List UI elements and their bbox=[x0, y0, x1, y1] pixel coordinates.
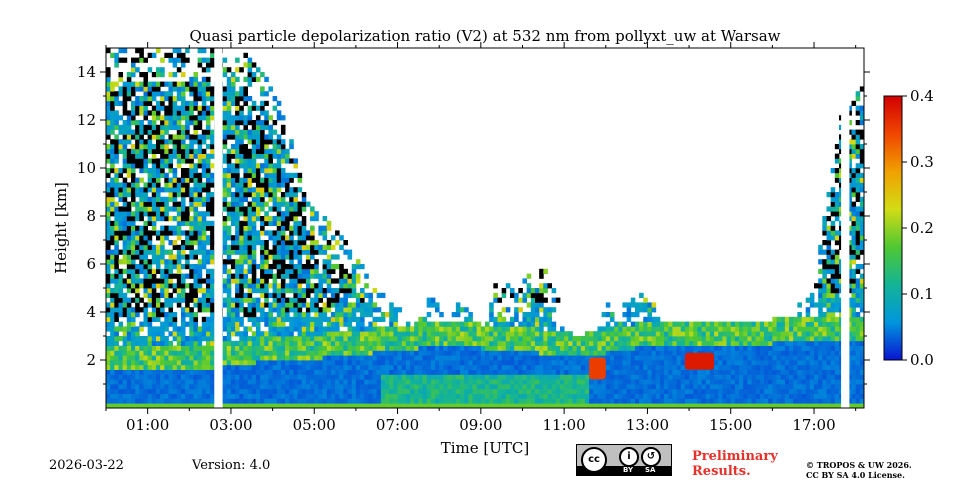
x-tick-label: 01:00 bbox=[126, 416, 169, 434]
sa-share-icon: ↺ bbox=[641, 447, 661, 467]
colorbar bbox=[883, 95, 903, 361]
copyright-line-2: CC BY SA 4.0 License. bbox=[806, 470, 905, 480]
x-tick-label: 13:00 bbox=[626, 416, 669, 434]
high-depol-patch-2 bbox=[684, 352, 715, 370]
y-tick-label: 2 bbox=[86, 351, 96, 369]
x-tick-label: 09:00 bbox=[459, 416, 502, 434]
x-tick-label: 11:00 bbox=[543, 416, 586, 434]
y-tick-label: 12 bbox=[77, 111, 96, 129]
x-axis-label: Time [UTC] bbox=[441, 439, 530, 457]
y-axis: 2 4 6 8 10 12 14 bbox=[77, 63, 870, 385]
chart-title: Quasi particle depolarization ratio (V2)… bbox=[189, 27, 780, 45]
y-axis-label: Height [km] bbox=[52, 182, 70, 274]
preliminary-line-1: Preliminary bbox=[692, 449, 778, 464]
x-tick-label: 17:00 bbox=[792, 416, 835, 434]
x-tick-label: 15:00 bbox=[709, 416, 752, 434]
colorbar-tick-label: 0.2 bbox=[910, 219, 934, 237]
data-gap-2 bbox=[841, 48, 850, 408]
high-depol-patch-1 bbox=[589, 357, 606, 380]
cc-logo-icon: cc bbox=[581, 447, 607, 473]
colorbar-tick-label: 0.0 bbox=[910, 351, 934, 369]
copyright-line-1: © TROPOS & UW 2026. bbox=[806, 460, 912, 470]
y-tick-label: 10 bbox=[77, 159, 96, 177]
colorbar-ticks: 0.0 0.1 0.2 0.3 0.4 bbox=[902, 87, 934, 369]
copyright-note: © TROPOS & UW 2026. CC BY SA 4.0 License… bbox=[806, 460, 912, 480]
x-tick-label: 03:00 bbox=[209, 416, 252, 434]
colorbar-tick-label: 0.3 bbox=[910, 153, 934, 171]
x-tick-label: 05:00 bbox=[293, 416, 336, 434]
data-gap-1 bbox=[214, 48, 223, 408]
by-label: BY bbox=[623, 466, 634, 474]
sa-label: SA bbox=[645, 466, 656, 474]
by-person-icon: i bbox=[619, 447, 639, 467]
y-tick-label: 14 bbox=[77, 63, 96, 81]
y-tick-label: 6 bbox=[86, 255, 96, 273]
preliminary-note: Preliminary Results. bbox=[692, 449, 778, 479]
colorbar-tick-label: 0.4 bbox=[910, 87, 934, 105]
x-axis: 01:00 03:00 05:00 07:00 09:00 11:00 13:00 15:00… bbox=[105, 42, 857, 434]
cc-license-badge[interactable]: cc i ↺ BY SA bbox=[576, 444, 672, 476]
preliminary-line-2: Results. bbox=[692, 464, 751, 479]
footer-date: 2026-03-22 bbox=[49, 458, 124, 473]
heatmap-layer bbox=[106, 48, 864, 408]
plot-frame bbox=[105, 47, 865, 409]
y-tick-label: 8 bbox=[86, 207, 96, 225]
y-tick-label: 4 bbox=[86, 303, 96, 321]
colorbar-tick-label: 0.1 bbox=[910, 285, 934, 303]
footer-version: Version: 4.0 bbox=[192, 458, 271, 473]
x-tick-label: 07:00 bbox=[376, 416, 419, 434]
